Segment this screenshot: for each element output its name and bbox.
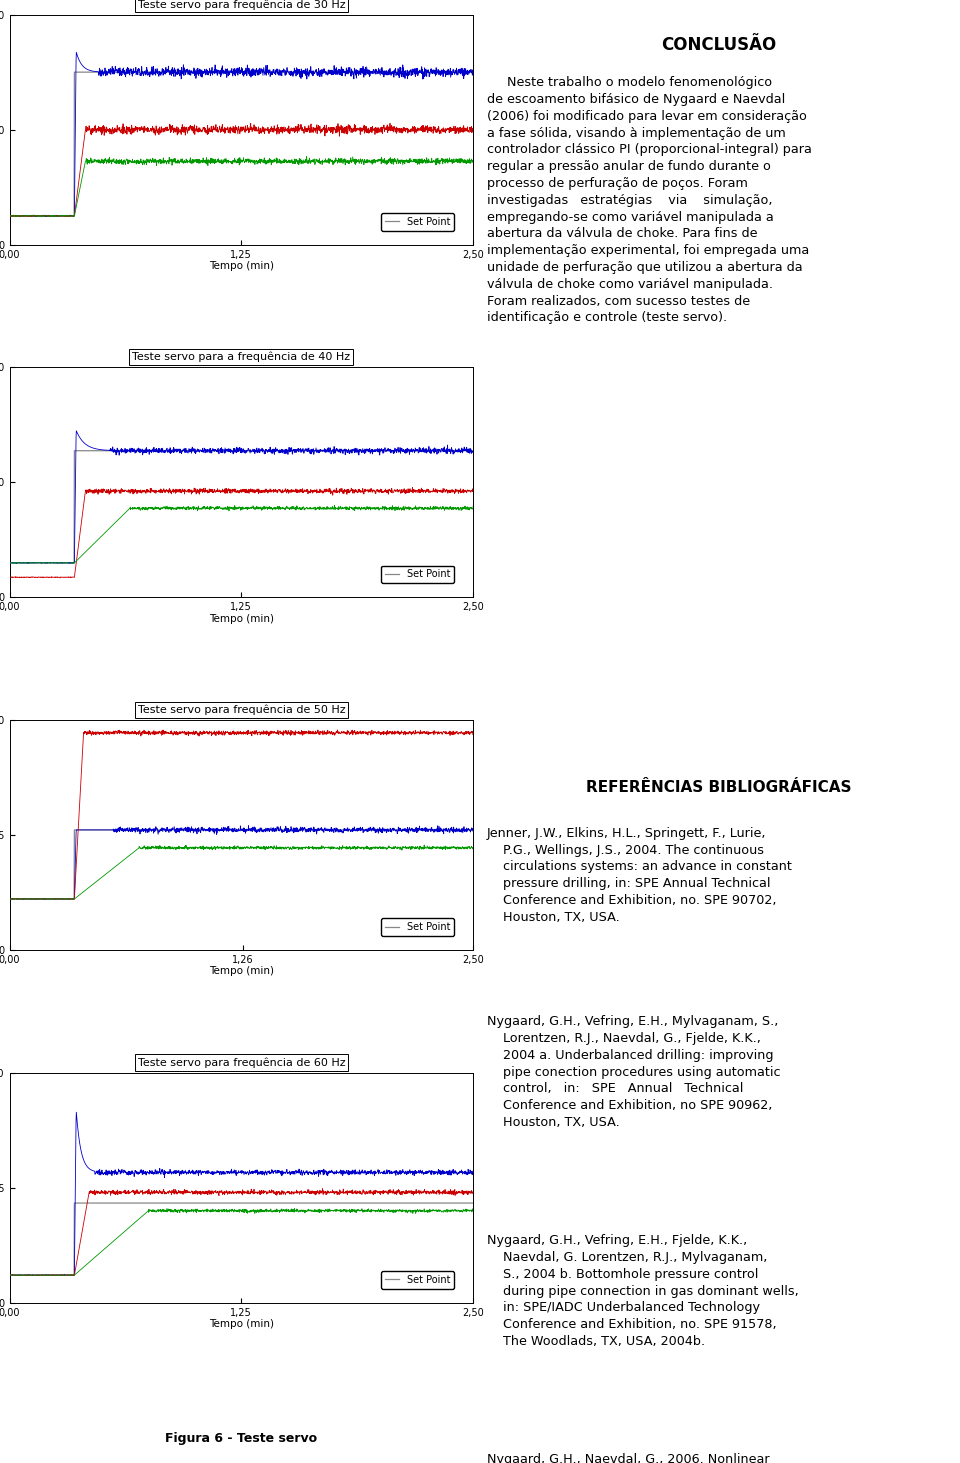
Text: Nygaard, G.H., Vefring, E.H., Fjelde, K.K.,
    Naevdal, G. Lorentzen, R.J., Myl: Nygaard, G.H., Vefring, E.H., Fjelde, K.… [487, 1235, 799, 1347]
X-axis label: Tempo (min): Tempo (min) [209, 260, 274, 271]
Legend: Set Point: Set Point [381, 1271, 454, 1289]
Text: Neste trabalho o modelo fenomenológico
de escoamento bifásico de Nygaard e Naevd: Neste trabalho o modelo fenomenológico d… [487, 76, 812, 325]
Text: Jenner, J.W., Elkins, H.L., Springett, F., Lurie,
    P.G., Wellings, J.S., 2004: Jenner, J.W., Elkins, H.L., Springett, F… [487, 827, 792, 923]
X-axis label: Tempo (min): Tempo (min) [209, 613, 274, 623]
Legend: Set Point: Set Point [381, 919, 454, 936]
Text: REFERÊNCIAS BIBLIOGRÁFICAS: REFERÊNCIAS BIBLIOGRÁFICAS [586, 780, 852, 794]
Title: Teste servo para frequência de 50 Hz: Teste servo para frequência de 50 Hz [137, 705, 346, 715]
Text: Nygaard, G.H., Naevdal, G., 2006. Nonlinear
    model predictive control scheme : Nygaard, G.H., Naevdal, G., 2006. Nonlin… [487, 1453, 778, 1463]
Title: Teste servo para frequência de 60 Hz: Teste servo para frequência de 60 Hz [137, 1058, 346, 1068]
Text: CONCLUSÃO: CONCLUSÃO [661, 37, 777, 54]
Text: Nygaard, G.H., Vefring, E.H., Mylvaganam, S.,
    Lorentzen, R.J., Naevdal, G., : Nygaard, G.H., Vefring, E.H., Mylvaganam… [487, 1015, 780, 1129]
Title: Teste servo para a frequência de 40 Hz: Teste servo para a frequência de 40 Hz [132, 353, 350, 363]
Text: Figura 6 - Teste servo: Figura 6 - Teste servo [165, 1432, 318, 1445]
X-axis label: Tempo (min): Tempo (min) [209, 1320, 274, 1328]
Legend: Set Point: Set Point [381, 566, 454, 584]
Legend: Set Point: Set Point [381, 212, 454, 231]
Title: Teste servo para frequência de 30 Hz: Teste servo para frequência de 30 Hz [137, 0, 346, 10]
X-axis label: Tempo (min): Tempo (min) [209, 966, 274, 976]
